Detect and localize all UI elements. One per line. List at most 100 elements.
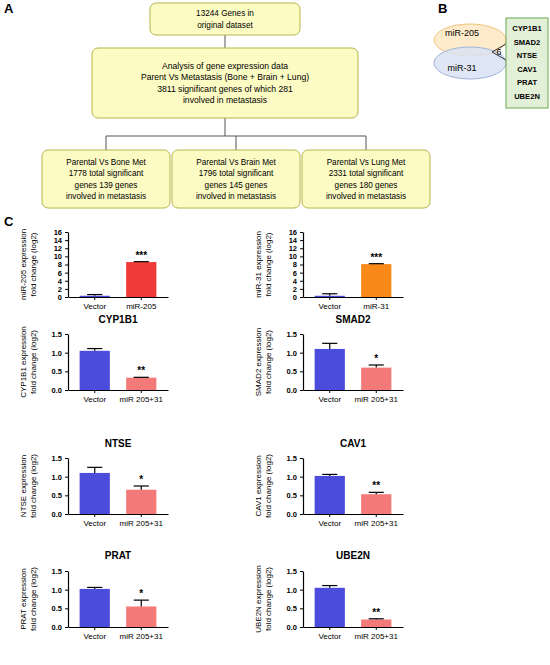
tick-mark — [329, 297, 330, 300]
bar-chart: 0246810121416VectormiR-205miR-205 expres… — [19, 228, 169, 311]
tick-mark — [300, 281, 303, 282]
x-tick: miR 205+31 — [355, 627, 399, 641]
y-tick: 1.5 — [287, 330, 303, 339]
axis-line — [69, 627, 169, 628]
axis-line — [303, 233, 304, 298]
axis-line — [68, 335, 69, 391]
tick-mark — [376, 390, 377, 393]
y-tick-label: 12 — [54, 244, 62, 253]
bar-chart: 0.00.51.01.5VectormiR 205+31UBE2N expres… — [254, 550, 404, 641]
error-cap — [322, 585, 337, 586]
y-tick: 0.0 — [287, 510, 303, 519]
y-tick: 0.0 — [287, 623, 303, 632]
axis-line — [68, 572, 69, 628]
tick-mark — [300, 297, 303, 298]
chart-title: PRAT — [105, 550, 131, 561]
tick-mark — [141, 297, 142, 300]
y-tick-label: 8 — [293, 260, 297, 269]
node-box — [42, 150, 170, 208]
venn: miR-205miR-316CYP1B1SMAD2NTSECAV1PRATUBE… — [434, 18, 548, 108]
y-tick: 4 — [293, 277, 303, 286]
bar — [315, 296, 345, 297]
node-box — [92, 48, 358, 118]
bar — [126, 490, 156, 514]
error-stem — [94, 467, 95, 473]
x-tick-label: Vector — [83, 395, 106, 404]
y-tick-label: 0.0 — [52, 623, 62, 632]
node-text: involved in metastasis — [183, 95, 267, 105]
bar — [80, 473, 110, 514]
gene-label: NTSE — [517, 51, 537, 60]
bar — [315, 476, 345, 514]
tick-mark — [300, 240, 303, 241]
flow-node: Parental Vs Lung Met2331 total significa… — [302, 150, 430, 208]
node-text: 1796 total significant — [199, 169, 274, 178]
tick-mark — [65, 240, 68, 241]
x-tick: miR 205+31 — [120, 514, 164, 528]
y-tick: 0.5 — [52, 604, 68, 613]
y-tick: 16 — [54, 228, 68, 237]
x-tick: Vector — [318, 297, 341, 311]
error-bar — [369, 618, 384, 620]
tick-mark — [329, 390, 330, 393]
y-tick-label: 1.0 — [287, 473, 297, 482]
error-bar — [369, 263, 384, 264]
chart-title: CAV1 — [340, 438, 366, 449]
error-bar — [322, 474, 337, 475]
y-tick-label: 0.5 — [52, 604, 62, 613]
x-tick-label: Vector — [83, 632, 106, 641]
node-text: Parent Vs Metastasis (Bone + Brain + Lun… — [141, 72, 309, 82]
venn-label: miR-31 — [447, 63, 476, 73]
y-tick: 0.5 — [287, 604, 303, 613]
y-tick: 6 — [293, 269, 303, 278]
x-tick-label: miR-31 — [363, 302, 389, 311]
y-tick: 0 — [58, 293, 68, 302]
y-tick-label: 12 — [289, 244, 297, 253]
annotation: ** — [372, 480, 380, 491]
x-axis: VectormiR 205+31 — [69, 514, 169, 528]
y-axis: 0.00.51.01.5 — [52, 330, 69, 395]
y-tick: 1.0 — [52, 473, 68, 482]
axis-line — [303, 335, 304, 391]
y-tick-label: 10 — [54, 252, 62, 261]
y-tick: 4 — [58, 277, 68, 286]
y-axis: 0.00.51.01.5 — [287, 454, 304, 519]
y-tick: 14 — [54, 236, 68, 245]
node-text: genes 139 genes — [75, 181, 138, 190]
y-tick: 1.5 — [287, 454, 303, 463]
axis-line — [69, 514, 169, 515]
error-bar — [134, 486, 149, 490]
error-cap — [87, 294, 102, 295]
panel-label: B — [438, 1, 447, 16]
x-tick-label: miR 205+31 — [120, 632, 164, 641]
y-tick-label: 4 — [293, 277, 298, 286]
y-axis: 0.00.51.01.5 — [52, 454, 69, 519]
x-tick-label: miR-205 — [126, 302, 157, 311]
flow-node: Analysis of gene expression dataParent V… — [92, 48, 358, 118]
y-tick: 14 — [289, 236, 303, 245]
connector — [366, 136, 367, 150]
y-tick: 2 — [58, 285, 68, 294]
y-tick-label: 1.0 — [52, 586, 62, 595]
error-stem — [141, 600, 142, 606]
error-bar — [134, 377, 149, 378]
y-axis-title: SMAD2 expression — [254, 328, 263, 396]
y-tick: 1.0 — [52, 349, 68, 358]
error-cap — [369, 618, 384, 619]
tick-mark — [300, 627, 303, 628]
gene-label: CYP1B1 — [512, 24, 542, 33]
y-tick-label: 14 — [289, 236, 298, 245]
tick-mark — [300, 571, 303, 572]
panel-label: C — [4, 214, 14, 229]
y-axis-title: UBE2N expression — [254, 565, 263, 633]
y-tick-label: 1.5 — [287, 567, 297, 576]
node-text: Analysis of gene expression data — [162, 61, 288, 71]
chart-title: CYP1B1 — [99, 314, 138, 325]
bar-chart: 0.00.51.01.5VectormiR 205+31NTSE express… — [19, 438, 169, 528]
tick-mark — [300, 334, 303, 335]
tick-mark — [65, 371, 68, 372]
tick-mark — [300, 477, 303, 478]
y-axis: 0.00.51.01.5 — [287, 567, 304, 632]
y-axis-title: CYP1B1 expression — [19, 326, 28, 398]
gene-label: CAV1 — [517, 65, 537, 74]
